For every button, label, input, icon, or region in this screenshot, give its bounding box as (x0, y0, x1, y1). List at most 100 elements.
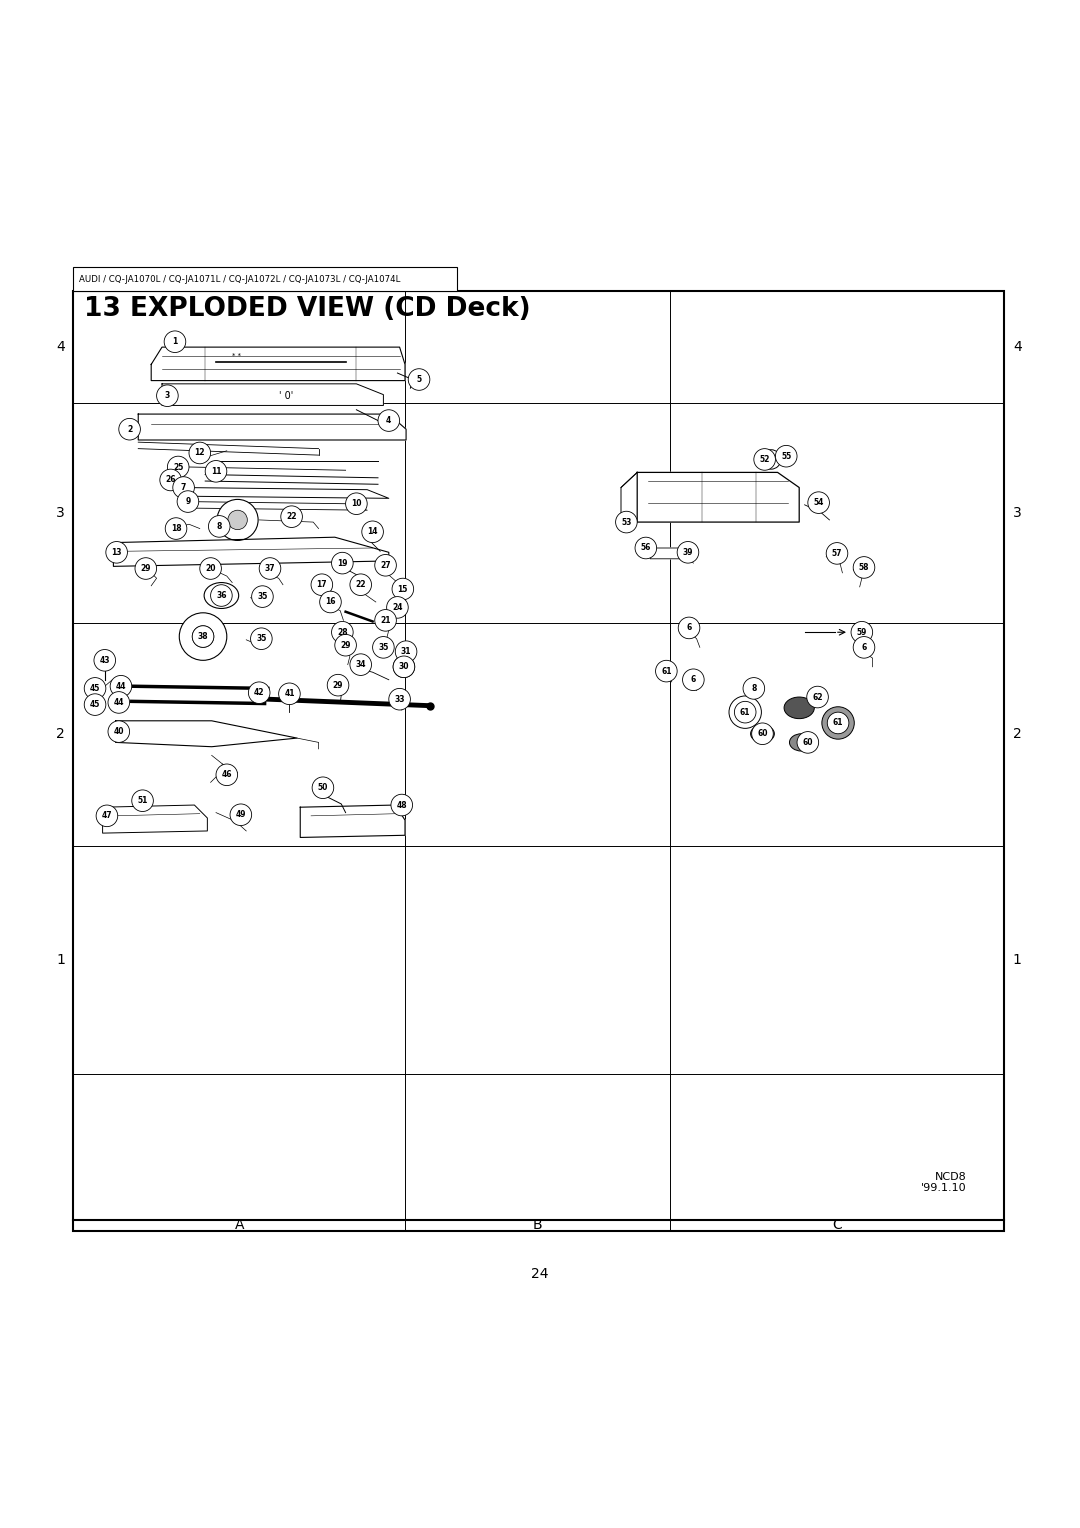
Circle shape (106, 541, 127, 564)
Polygon shape (151, 347, 405, 380)
Text: 24: 24 (392, 604, 403, 611)
Circle shape (851, 622, 873, 643)
Circle shape (259, 558, 281, 579)
Circle shape (395, 640, 417, 663)
Text: * *: * * (232, 353, 241, 359)
Text: 22: 22 (355, 581, 366, 590)
Circle shape (350, 575, 372, 596)
Circle shape (205, 460, 227, 483)
Text: 27: 27 (380, 561, 391, 570)
Circle shape (279, 683, 300, 704)
Text: 21: 21 (380, 616, 391, 625)
Circle shape (743, 677, 765, 700)
Text: 1: 1 (173, 338, 177, 347)
Circle shape (362, 521, 383, 542)
Circle shape (164, 332, 186, 353)
Text: 47: 47 (102, 811, 112, 821)
Circle shape (346, 494, 367, 515)
Circle shape (119, 419, 140, 440)
Circle shape (752, 723, 773, 744)
Circle shape (281, 506, 302, 527)
Text: 59: 59 (856, 628, 867, 637)
Text: 49: 49 (235, 810, 246, 819)
Circle shape (826, 542, 848, 564)
Text: 61: 61 (740, 707, 751, 717)
Text: 1: 1 (56, 953, 65, 967)
Circle shape (311, 575, 333, 596)
Text: 38: 38 (198, 633, 208, 642)
Circle shape (808, 492, 829, 513)
Text: 8: 8 (217, 523, 221, 530)
Text: 60: 60 (802, 738, 813, 747)
Circle shape (248, 681, 270, 703)
Text: 11: 11 (211, 468, 221, 475)
Text: 3: 3 (165, 391, 170, 400)
Text: 1: 1 (1013, 953, 1022, 967)
Text: NCD8: NCD8 (935, 1172, 967, 1181)
Text: 48: 48 (396, 801, 407, 810)
Text: 29: 29 (340, 640, 351, 649)
Circle shape (216, 764, 238, 785)
Text: 28: 28 (337, 628, 348, 637)
Circle shape (635, 538, 657, 559)
Circle shape (177, 490, 199, 512)
Text: 45: 45 (90, 685, 100, 692)
Text: 4: 4 (56, 341, 65, 354)
Circle shape (96, 805, 118, 827)
Text: 56: 56 (640, 544, 651, 553)
Text: 9: 9 (186, 497, 190, 506)
Text: 31: 31 (401, 648, 411, 656)
Text: 35: 35 (257, 591, 268, 601)
Text: 53: 53 (621, 518, 632, 527)
Text: 7: 7 (181, 483, 186, 492)
Polygon shape (113, 538, 389, 567)
Text: 29: 29 (140, 564, 151, 573)
Text: 57: 57 (832, 549, 842, 558)
Circle shape (350, 654, 372, 675)
Text: ' 0': ' 0' (279, 391, 294, 400)
Circle shape (135, 558, 157, 579)
Circle shape (189, 442, 211, 465)
Text: 50: 50 (318, 784, 328, 792)
Circle shape (393, 656, 415, 677)
Circle shape (84, 677, 106, 700)
Text: 19: 19 (337, 559, 348, 567)
Ellipse shape (784, 697, 814, 718)
Circle shape (853, 637, 875, 659)
Text: 20: 20 (205, 564, 216, 573)
Circle shape (408, 368, 430, 390)
Text: 60: 60 (757, 729, 768, 738)
Text: 13 EXPLODED VIEW (CD Deck): 13 EXPLODED VIEW (CD Deck) (84, 296, 531, 322)
Text: 25: 25 (173, 463, 184, 472)
Circle shape (94, 649, 116, 671)
Text: 35: 35 (256, 634, 267, 643)
Circle shape (392, 578, 414, 601)
Bar (73, 290, 1004, 1230)
Text: 14: 14 (367, 527, 378, 536)
Circle shape (335, 634, 356, 656)
Text: 42: 42 (254, 688, 265, 697)
Circle shape (677, 541, 699, 564)
Text: 39: 39 (683, 549, 693, 556)
Text: 51: 51 (137, 796, 148, 805)
Circle shape (86, 680, 104, 697)
Text: '99.1.10: '99.1.10 (921, 1184, 967, 1193)
Text: 41: 41 (284, 689, 295, 698)
Circle shape (391, 795, 413, 816)
Circle shape (179, 613, 227, 660)
Text: 6: 6 (862, 643, 866, 652)
Text: 6: 6 (691, 675, 696, 685)
Circle shape (252, 585, 273, 608)
Text: 33: 33 (394, 695, 405, 704)
Text: 29: 29 (333, 680, 343, 689)
Circle shape (729, 695, 761, 729)
Circle shape (251, 628, 272, 649)
Text: AUDI / CQ-JA1070L / CQ-JA1071L / CQ-JA1072L / CQ-JA1073L / CQ-JA1074L: AUDI / CQ-JA1070L / CQ-JA1071L / CQ-JA10… (79, 275, 401, 284)
Circle shape (320, 591, 341, 613)
Text: 3: 3 (1013, 506, 1022, 520)
Text: 16: 16 (325, 597, 336, 607)
Circle shape (378, 410, 400, 431)
Circle shape (211, 585, 232, 607)
Text: 45: 45 (90, 700, 100, 709)
Text: 62: 62 (812, 692, 823, 701)
